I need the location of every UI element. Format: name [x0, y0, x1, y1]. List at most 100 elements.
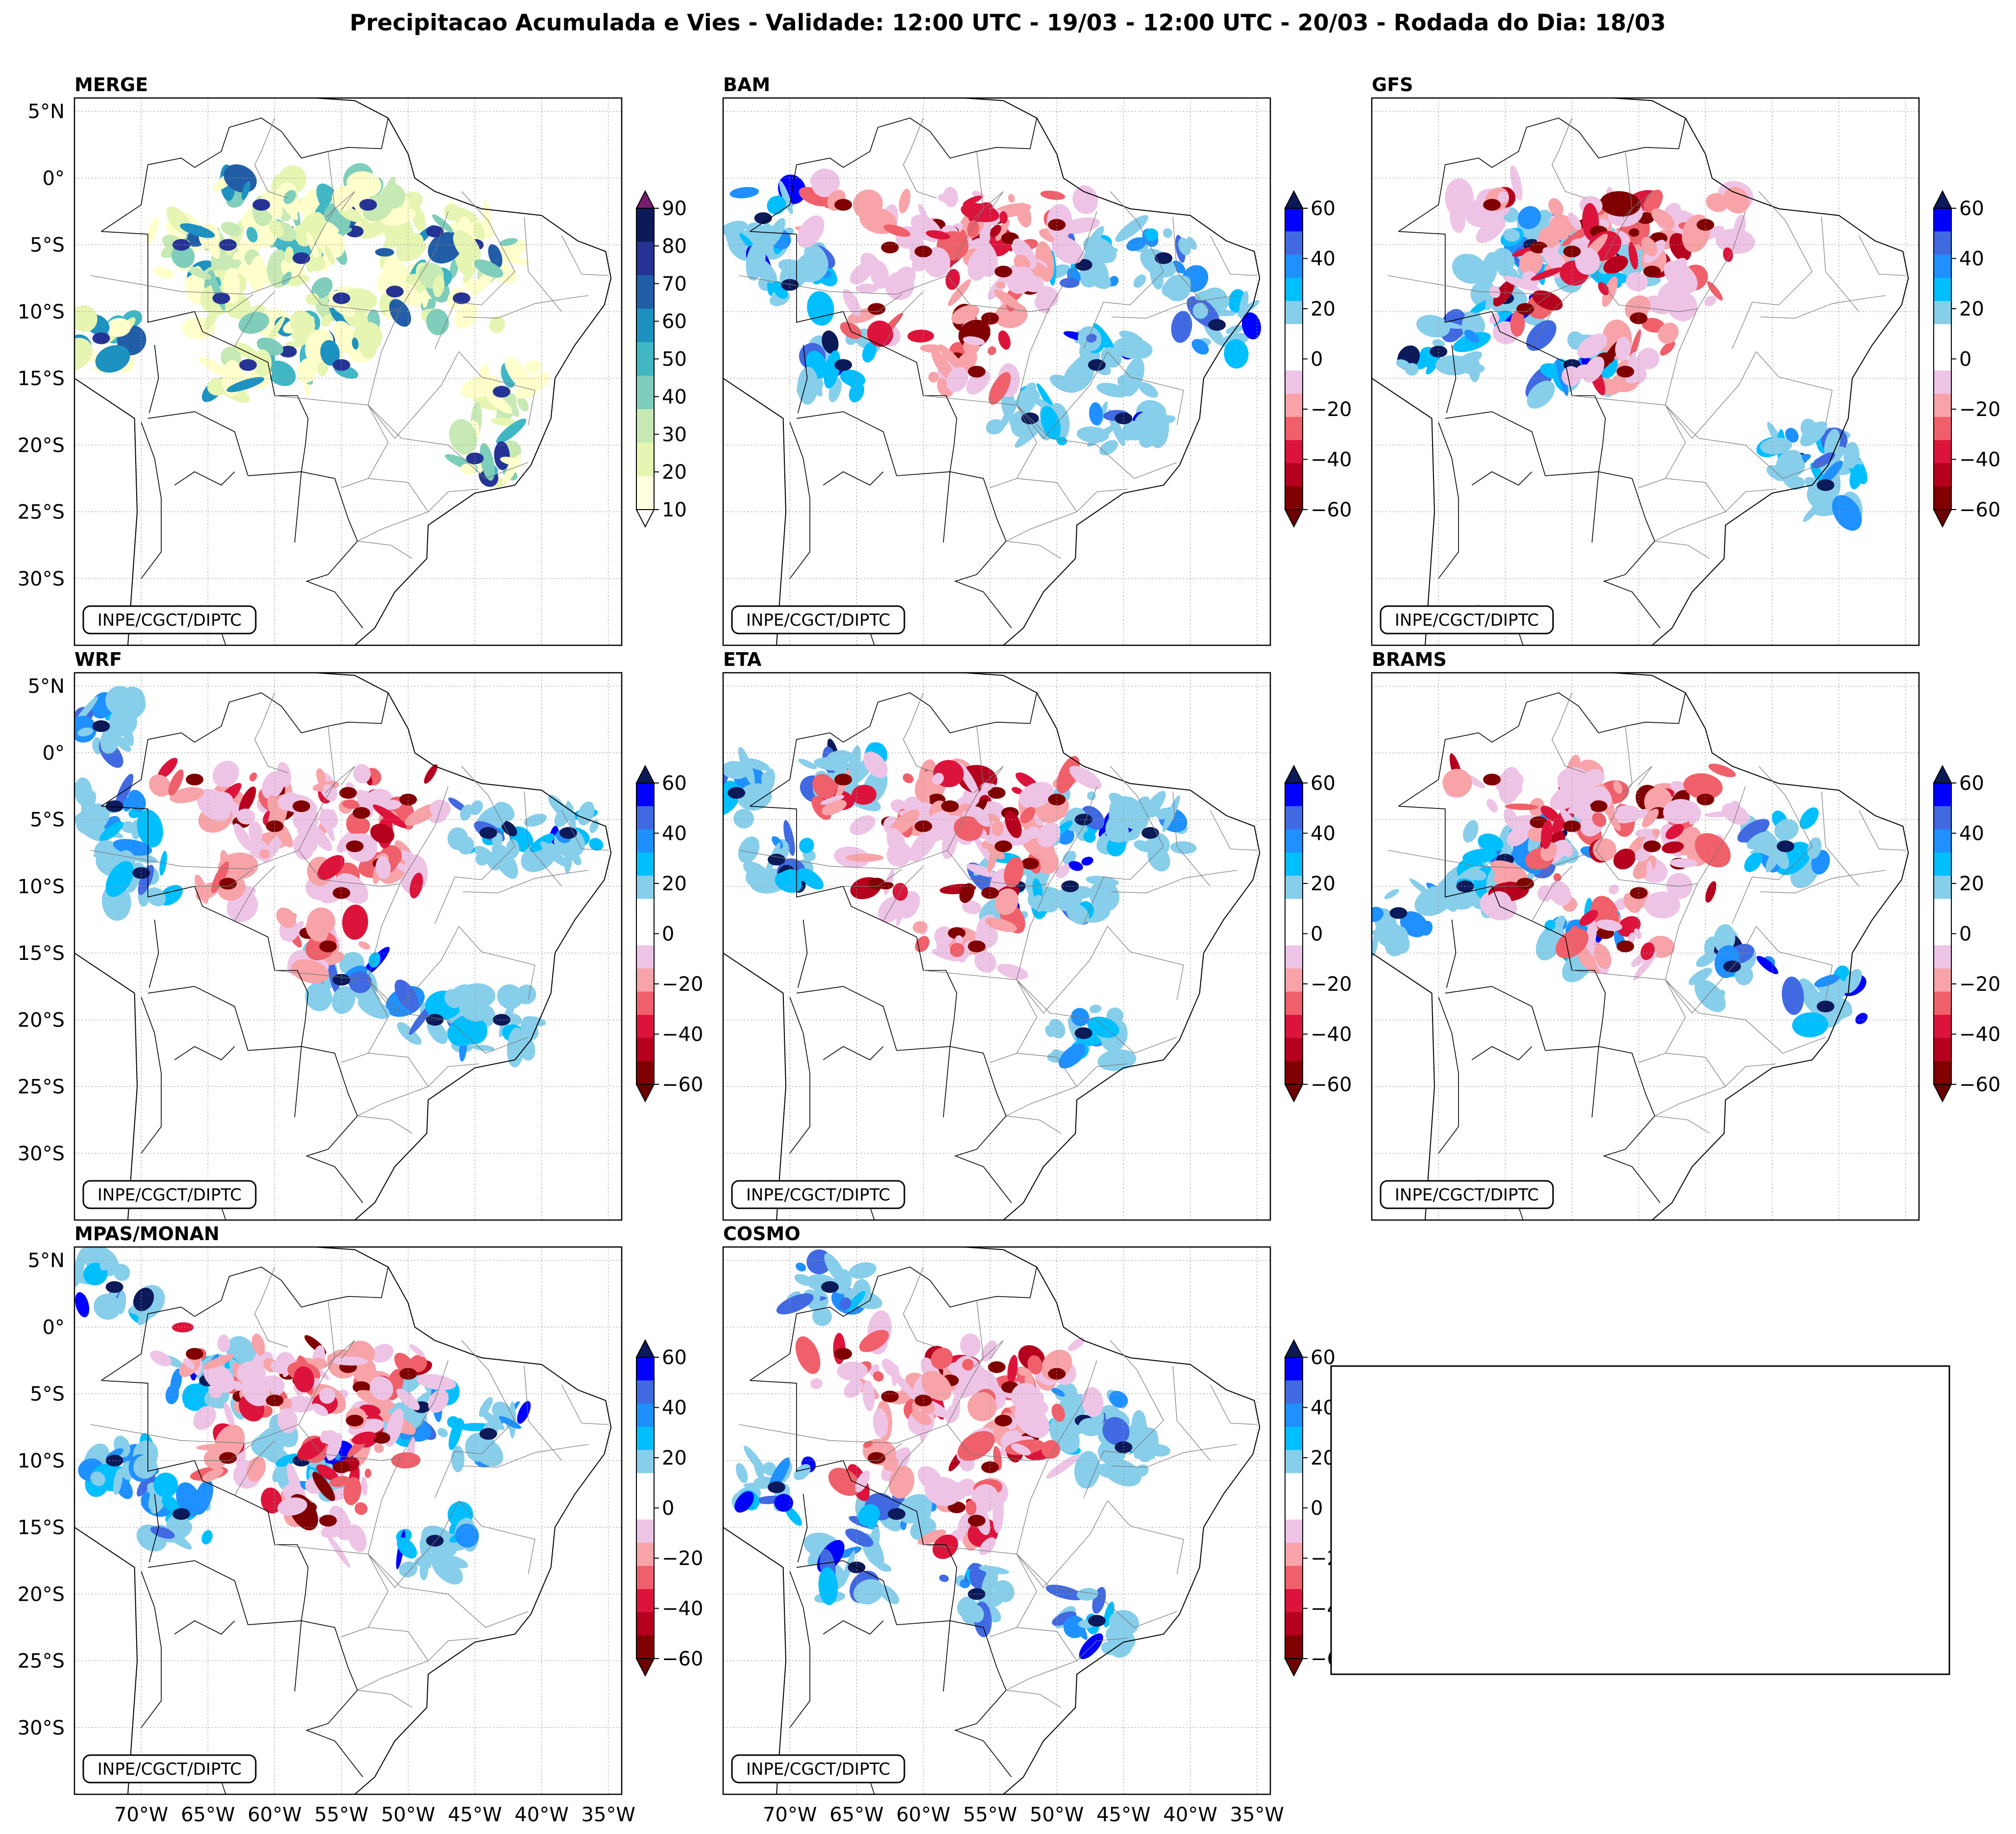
- field-core: [372, 1432, 390, 1444]
- colorbar-segment: [636, 991, 654, 1015]
- panel-title: BAM: [723, 74, 770, 96]
- field-blob: [794, 1274, 813, 1286]
- state-border: [367, 1554, 529, 1628]
- lon-tick-label: 45°W: [448, 1804, 502, 1826]
- field-blob: [917, 1529, 947, 1545]
- field-blob: [358, 997, 390, 1019]
- lon-tick-label: 40°W: [1163, 1804, 1217, 1826]
- field-blob: [738, 836, 760, 863]
- field-blob: [1040, 406, 1061, 440]
- colorbar-segment: [636, 309, 654, 342]
- field-core: [492, 1014, 510, 1026]
- field-blob: [370, 823, 394, 844]
- field-core: [186, 1348, 204, 1360]
- state-border: [1016, 1554, 1177, 1628]
- colorbar-tick-label: 60: [662, 1346, 687, 1369]
- state-border: [367, 1458, 460, 1588]
- field-blob: [1634, 928, 1642, 939]
- field-blob: [1792, 1012, 1828, 1038]
- state-border: [1006, 540, 1061, 559]
- state-border: [298, 726, 335, 851]
- field-core: [1208, 319, 1226, 331]
- field-blob: [1814, 974, 1840, 987]
- colorbar-over-arrow: [1933, 764, 1952, 783]
- state-border: [367, 883, 460, 1014]
- field-blob: [1050, 1387, 1065, 1397]
- field-blob: [317, 855, 345, 880]
- country-border: [796, 411, 897, 476]
- field-core: [386, 286, 404, 297]
- colorbar-segment: [636, 242, 654, 276]
- field-blob: [1133, 274, 1146, 288]
- field-blob: [235, 342, 260, 362]
- field-blob: [1086, 876, 1119, 886]
- field-blob: [1069, 766, 1102, 790]
- colorbar-segment: [636, 1589, 654, 1613]
- state-border: [1821, 791, 1859, 887]
- field-blob: [113, 1264, 130, 1281]
- field-core: [1817, 1001, 1835, 1013]
- map-content: [723, 98, 1270, 645]
- field-blob: [1734, 965, 1753, 985]
- field-blob: [105, 686, 135, 715]
- field-blob: [1147, 407, 1169, 448]
- field-blob: [165, 222, 186, 240]
- country-border: [148, 1493, 159, 1563]
- field-blob: [214, 791, 234, 807]
- state-border: [843, 869, 902, 887]
- colorbar-segment: [636, 1403, 654, 1427]
- colorbar-segment: [1285, 486, 1303, 510]
- coastline-west: [74, 953, 138, 1220]
- field-blob: [887, 828, 907, 858]
- country-border: [796, 986, 897, 1051]
- colorbar-segment: [1285, 806, 1303, 830]
- state-border: [1654, 540, 1710, 559]
- field-blob: [1628, 242, 1638, 270]
- field-blob: [1103, 1459, 1142, 1487]
- field-blob: [305, 982, 332, 1011]
- colorbar-over-arrow: [635, 190, 655, 209]
- country-border: [1445, 986, 1546, 1051]
- field-blob: [1178, 238, 1191, 256]
- colorbar-tick-label: −20: [1959, 973, 2000, 996]
- country-border: [101, 1267, 389, 1381]
- field-blob: [895, 267, 916, 287]
- field-blob: [985, 917, 1017, 932]
- field-core: [1616, 366, 1634, 378]
- field-blob: [1054, 1382, 1077, 1402]
- field-blob: [352, 1431, 376, 1444]
- field-blob: [277, 1497, 308, 1516]
- state-border: [1107, 926, 1184, 1000]
- field-blob: [785, 1506, 802, 1526]
- field-blob: [146, 887, 166, 906]
- field-blob: [226, 377, 265, 392]
- country-border: [797, 344, 808, 414]
- field-blob: [276, 907, 296, 929]
- field-core: [768, 1481, 785, 1493]
- country-border: [897, 1620, 950, 1692]
- field-blob: [1384, 889, 1399, 899]
- field-blob: [1626, 272, 1648, 292]
- field-blob: [1715, 228, 1755, 254]
- state-border: [883, 291, 924, 347]
- field-core: [1048, 219, 1066, 231]
- field-blob: [1008, 194, 1015, 203]
- field-blob: [1568, 212, 1582, 230]
- state-border: [1654, 1115, 1710, 1134]
- field-blob: [1049, 374, 1078, 393]
- country-border: [797, 919, 808, 988]
- field-core: [492, 386, 510, 398]
- lat-tick-label: 10°S: [18, 876, 65, 898]
- field-blob: [262, 771, 285, 800]
- map-frame: [73, 672, 623, 1221]
- map-background: [74, 673, 622, 1220]
- field-blob: [249, 772, 257, 782]
- field-core: [995, 840, 1013, 853]
- field-blob: [1102, 1417, 1130, 1445]
- field-blob: [331, 1356, 368, 1366]
- field-blob: [1661, 841, 1684, 854]
- colorbar-tick-label: −40: [662, 1024, 703, 1046]
- field-core: [399, 793, 417, 806]
- colorbar-over-arrow: [1284, 764, 1304, 783]
- colorbar-tick-label: 20: [662, 1447, 687, 1469]
